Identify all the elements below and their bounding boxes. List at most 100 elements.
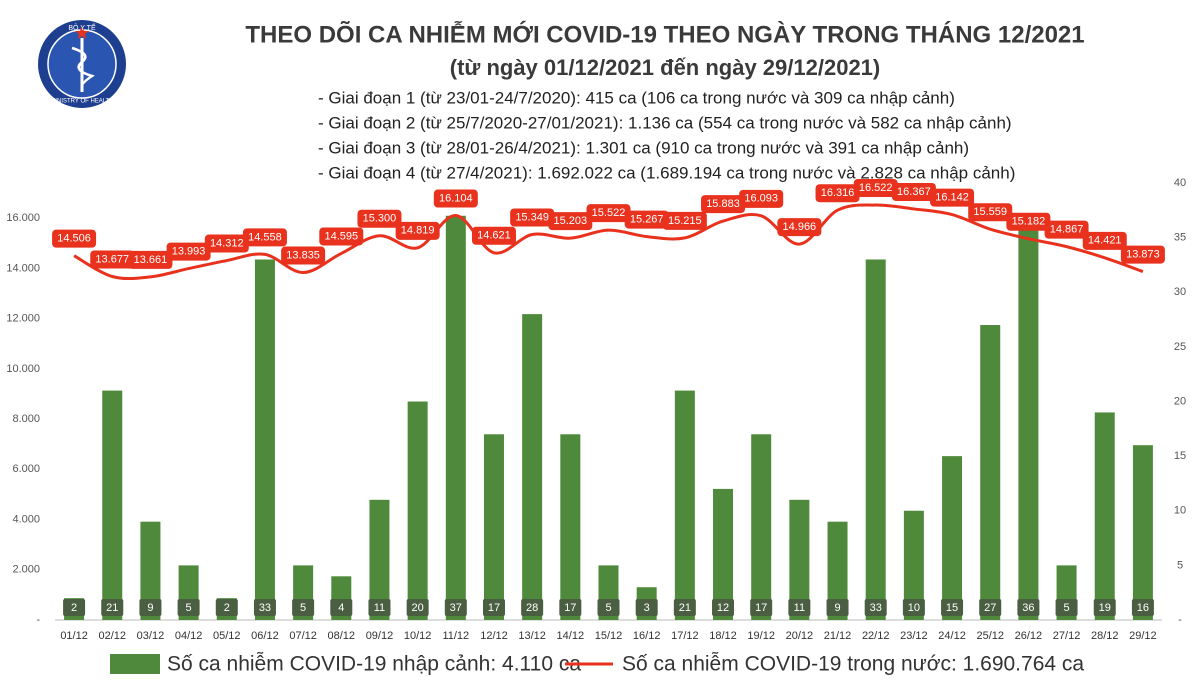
bar-label: 17	[488, 602, 500, 614]
bar-label: 5	[1064, 602, 1070, 614]
line-label-bg	[1120, 245, 1165, 264]
x-tick-label: 01/12	[60, 630, 88, 642]
legend-label: Số ca nhiễm COVID-19 nhập cảnh: 4.110 ca	[167, 653, 581, 676]
line-label-bg	[548, 212, 593, 231]
bar-label: 9	[834, 602, 840, 614]
bar-label-bg	[215, 599, 238, 616]
y-tick-label: 35	[1174, 232, 1186, 244]
x-tick-label: 07/12	[289, 630, 317, 642]
bar-label: 9	[147, 602, 153, 614]
line-label: 14.867	[1050, 224, 1084, 236]
line-label: 15.559	[973, 206, 1007, 218]
line-label: 15.203	[553, 215, 587, 227]
line-label-bg	[1006, 212, 1051, 231]
line-label-bg	[128, 250, 173, 269]
x-tick-label: 06/12	[251, 630, 279, 642]
logo-snake	[71, 46, 95, 89]
bar	[407, 401, 428, 620]
x-tick-label: 22/12	[862, 630, 890, 642]
line-label-bg	[471, 226, 516, 245]
bar-label-bg	[330, 599, 353, 616]
line-label-bg	[1082, 231, 1127, 250]
bar	[140, 521, 161, 620]
logo-top: BỘ Y TẾ	[68, 22, 96, 32]
line-label-bg	[357, 209, 402, 228]
line-label: 13.873	[1126, 248, 1160, 260]
bar-label-bg	[635, 599, 658, 616]
line-label-bg	[739, 189, 784, 208]
bar-label-bg	[941, 599, 964, 616]
bar-label: 17	[564, 602, 576, 614]
bar	[713, 488, 734, 620]
logo-bottom: MINISTRY OF HEALTH	[50, 99, 113, 105]
x-tick-label: 03/12	[137, 630, 165, 642]
note: - Giai đoạn 4 (từ 27/4/2021): 1.692.022 …	[318, 163, 1015, 182]
x-tick-label: 13/12	[518, 630, 546, 642]
line-label: 15.349	[515, 211, 549, 223]
bar-label-bg	[406, 599, 429, 616]
line-label-bg	[242, 228, 287, 247]
line-label-bg	[662, 211, 707, 230]
x-tick-label: 29/12	[1129, 630, 1157, 642]
chart-subtitle: (từ ngày 01/12/2021 đến ngày 29/12/2021)	[450, 55, 881, 80]
x-tick-label: 27/12	[1053, 630, 1081, 642]
bar-label-bg	[1055, 599, 1078, 616]
line-label: 13.835	[286, 249, 320, 261]
chart-title: THEO DÕI CA NHIỄM MỚI COVID-19 THEO NGÀY…	[245, 19, 1084, 48]
bar	[483, 434, 504, 620]
bar	[1018, 226, 1039, 620]
line-label: 15.182	[1012, 216, 1046, 228]
bar-label-bg	[788, 599, 811, 616]
bar-label: 27	[984, 602, 996, 614]
bar-label-bg	[712, 599, 735, 616]
y-tick-label: 15	[1174, 450, 1186, 462]
legend-label: Số ca nhiễm COVID-19 trong nước: 1.690.7…	[622, 653, 1084, 676]
line-label: 15.267	[630, 213, 664, 225]
line-label: 15.300	[363, 213, 397, 225]
x-tick-label: 04/12	[175, 630, 203, 642]
line-label: 14.621	[477, 230, 511, 242]
line-label-bg	[968, 203, 1013, 222]
bar-label-bg	[253, 599, 276, 616]
bar-label: 21	[679, 602, 691, 614]
x-tick-label: 18/12	[709, 630, 737, 642]
y-tick-label: 30	[1174, 286, 1186, 298]
bar-label: 33	[870, 602, 882, 614]
bar	[1094, 412, 1115, 620]
bar-label-bg	[521, 599, 544, 616]
bar-label-bg	[101, 599, 124, 616]
line-label: 14.819	[401, 225, 435, 237]
bar-label-bg	[482, 599, 505, 616]
x-tick-label: 12/12	[480, 630, 508, 642]
bar-label-bg	[139, 599, 162, 616]
y-tick-label: 4.000	[12, 513, 40, 525]
bar	[102, 390, 123, 620]
bar	[980, 325, 1001, 620]
line-label: 16.316	[821, 187, 855, 199]
x-tick-label: 23/12	[900, 630, 928, 642]
x-tick-label: 10/12	[404, 630, 432, 642]
bar-label: 20	[412, 602, 424, 614]
x-tick-label: 09/12	[366, 630, 394, 642]
line-label: 16.367	[897, 186, 931, 198]
x-tick-label: 11/12	[442, 630, 469, 642]
line-label-bg	[281, 246, 326, 265]
bar	[751, 434, 772, 620]
bar-label-bg	[597, 599, 620, 616]
line-label: 14.312	[210, 237, 244, 249]
bar-label: 5	[605, 602, 611, 614]
bar-label-bg	[368, 599, 391, 616]
bar-label-bg	[902, 599, 925, 616]
line-label-bg	[815, 184, 860, 203]
note: - Giai đoạn 3 (từ 28/01-26/4/2021): 1.30…	[318, 138, 969, 157]
line-label-bg	[701, 195, 746, 214]
bar-label: 5	[186, 602, 192, 614]
x-tick-label: 17/12	[671, 630, 699, 642]
bar-label-bg	[559, 599, 582, 616]
line-label: 14.966	[783, 221, 817, 233]
line-label-bg	[586, 204, 631, 223]
line-label: 16.104	[439, 192, 473, 204]
bar	[1132, 445, 1153, 620]
bar	[369, 499, 390, 620]
